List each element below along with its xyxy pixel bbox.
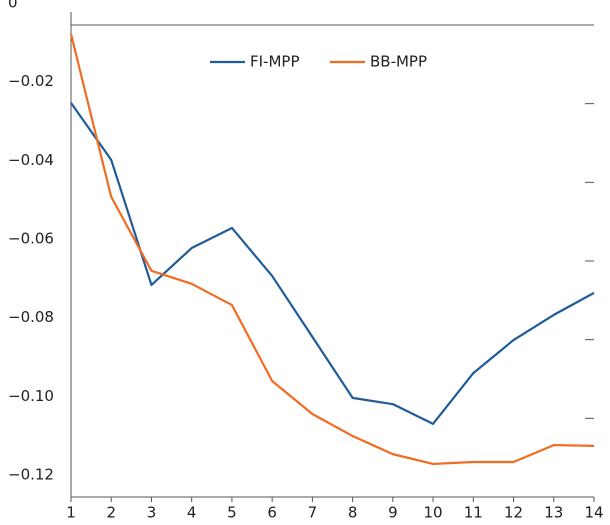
legend-label: FI-MPP <box>250 53 300 71</box>
x-tick-label: 4 <box>187 504 197 522</box>
x-tick-label: 6 <box>267 504 277 522</box>
series-line <box>69 33 595 466</box>
x-tick-label: 12 <box>504 504 523 522</box>
x-tick-label: 5 <box>227 504 237 522</box>
y-tick-label: −0.04 <box>8 151 54 169</box>
y-tick-label: −0.06 <box>8 230 54 248</box>
x-tick-label: 13 <box>544 504 563 522</box>
x-tick-label: 8 <box>348 504 358 522</box>
y-tick-label: −0.12 <box>8 466 54 484</box>
y-tick-label: −0.10 <box>8 387 54 405</box>
legend-label: BB-MPP <box>370 53 427 71</box>
y-tick-label: −0.08 <box>8 308 54 326</box>
x-tick-label: 3 <box>147 504 157 522</box>
x-tick-label: 7 <box>308 504 318 522</box>
x-tick-label: 1 <box>66 504 76 522</box>
x-tick-label: 10 <box>424 504 443 522</box>
y-tick-label: 0 <box>8 0 18 12</box>
x-tick-label: 14 <box>584 504 603 522</box>
series-line <box>70 102 595 425</box>
y-tick-label: −0.02 <box>8 72 54 90</box>
x-tick-label: 9 <box>388 504 398 522</box>
x-tick-label: 11 <box>464 504 483 522</box>
x-tick-label: 2 <box>106 504 116 522</box>
